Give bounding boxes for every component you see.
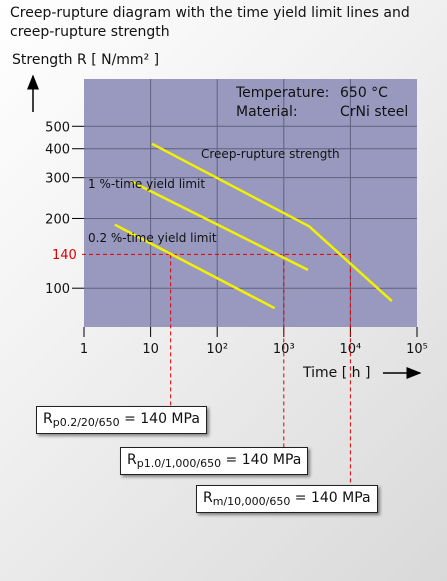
y-tick-label: 500 bbox=[45, 120, 70, 135]
callout-1pct-yield: Rp1.0/1,000/650 = 140 MPa bbox=[120, 447, 309, 475]
temperature-value: 650 °C bbox=[340, 85, 388, 101]
x-tick-label: 10 bbox=[142, 342, 159, 357]
plot-area bbox=[84, 79, 417, 327]
x-tick-label: 10³ bbox=[273, 342, 295, 357]
series-lines bbox=[114, 142, 393, 310]
callout-value: = 140 MPa bbox=[221, 452, 302, 468]
y-tick-label: 200 bbox=[45, 212, 70, 227]
reference-value-label: 140 bbox=[52, 248, 77, 263]
material-label: Material: bbox=[236, 104, 298, 120]
axis-arrows bbox=[27, 74, 422, 379]
callout-subscript: m/10,000/650 bbox=[212, 495, 291, 508]
y-tick-label: 300 bbox=[45, 172, 70, 187]
series-label-1pct: 1 %-time yield limit bbox=[88, 177, 205, 191]
y-tick-label: 400 bbox=[45, 143, 70, 158]
temperature-label: Temperature: bbox=[235, 85, 329, 101]
series-label-0-2pct: 0.2 %-time yield limit bbox=[88, 231, 217, 245]
callout-subscript: p1.0/1,000/650 bbox=[136, 457, 222, 470]
callout-creep-rupture: Rm/10,000/650 = 140 MPa bbox=[196, 485, 378, 513]
material-value: CrNi steel bbox=[340, 104, 408, 120]
series-line bbox=[114, 223, 276, 310]
x-tick-label: 10² bbox=[206, 342, 228, 357]
callout-0-2pct-yield: Rp0.2/20/650 = 140 MPa bbox=[36, 406, 207, 434]
y-axis-label: Strength R [ N/mm² ] bbox=[12, 52, 160, 68]
y-tick-label: 100 bbox=[45, 282, 70, 297]
callout-value: = 140 MPa bbox=[119, 411, 200, 427]
diagram-title: Creep-rupture diagram with the time yiel… bbox=[10, 5, 410, 40]
x-ticks: 1 10 10² 10³ 10⁴ 10⁵ bbox=[80, 327, 428, 357]
callout-symbol: R bbox=[203, 490, 213, 506]
x-tick-label: 10⁴ bbox=[340, 342, 362, 357]
callout-symbol: R bbox=[127, 452, 137, 468]
x-axis-label: Time [ h ] bbox=[303, 365, 371, 381]
series-line bbox=[151, 142, 393, 303]
reference-lines bbox=[82, 253, 351, 485]
x-tick-label: 10⁵ bbox=[406, 342, 428, 357]
callout-subscript: p0.2/20/650 bbox=[52, 416, 120, 429]
series-line bbox=[130, 179, 309, 272]
callout-value: = 140 MPa bbox=[290, 490, 371, 506]
y-ticks: 100 200 300 400 500 bbox=[45, 120, 84, 297]
callout-symbol: R bbox=[43, 411, 53, 427]
series-label-creep-rupture: Creep-rupture strength bbox=[201, 147, 340, 161]
x-tick-label: 1 bbox=[80, 342, 88, 357]
